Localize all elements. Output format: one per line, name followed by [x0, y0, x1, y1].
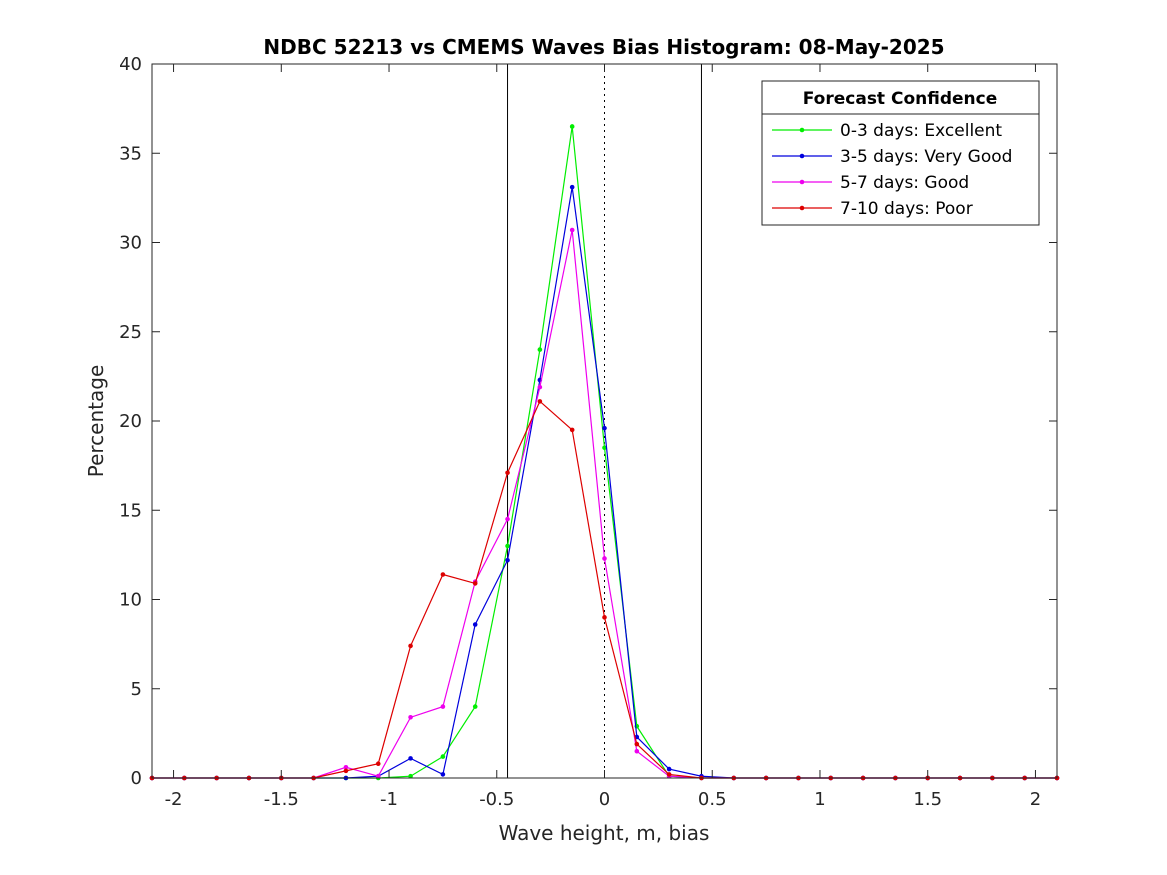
legend-entry-label: 3-5 days: Very Good — [840, 147, 1012, 167]
legend-swatch-marker — [799, 205, 805, 211]
data-point — [602, 556, 607, 561]
data-point — [505, 543, 510, 549]
data-point — [602, 615, 607, 620]
y-axis-label: Percentage — [84, 365, 108, 478]
data-point — [472, 704, 478, 709]
y-tick-label: 5 — [131, 679, 142, 700]
reference-lines — [507, 64, 702, 778]
data-point — [666, 766, 672, 772]
data-point — [375, 773, 381, 779]
data-point — [440, 572, 446, 577]
data-point — [472, 622, 478, 627]
x-tick-label: -1 — [380, 789, 398, 810]
x-tick-label: 0.5 — [698, 789, 727, 810]
legend-entry-label: 5-7 days: Good — [840, 173, 969, 193]
data-point — [602, 425, 607, 431]
legend-entry-label: 7-10 days: Poor — [840, 199, 973, 219]
x-tick-label: -2 — [165, 789, 183, 810]
legend-entries: 0-3 days: Excellent 3-5 days: Very Good 5-… — [772, 121, 1012, 219]
data-point — [472, 581, 478, 586]
data-point — [440, 772, 446, 777]
legend-swatch-marker — [799, 179, 805, 185]
x-tick-label: 1 — [814, 789, 825, 810]
data-point — [666, 772, 672, 777]
y-tick-label: 20 — [119, 411, 142, 432]
data-point — [375, 761, 381, 767]
legend: Forecast Confidence 0-3 days: Excellent 3… — [761, 80, 1040, 226]
data-point — [408, 715, 413, 720]
y-tick-label: 35 — [119, 143, 142, 164]
data-point — [569, 427, 575, 433]
data-point — [440, 704, 446, 709]
data-point — [537, 399, 543, 404]
data-point — [343, 764, 349, 770]
data-point — [505, 516, 510, 522]
data-point — [634, 741, 640, 747]
data-point — [602, 445, 607, 451]
data-point — [634, 748, 640, 754]
data-point — [408, 773, 413, 779]
data-point — [505, 470, 510, 476]
data-point — [343, 768, 349, 774]
x-tick-label: 0 — [599, 789, 610, 810]
data-point — [537, 384, 543, 390]
y-tick-label: 40 — [119, 54, 142, 75]
y-tick-label: 15 — [119, 500, 142, 521]
y-tick-label: 0 — [131, 768, 142, 789]
data-point — [537, 347, 543, 352]
data-point — [440, 754, 446, 759]
chart-title: NDBC 52213 vs CMEMS Waves Bias Histogram… — [263, 35, 944, 59]
x-tick-label: -0.5 — [479, 789, 514, 810]
legend-swatch-marker — [799, 153, 805, 159]
x-tick-label: 1.5 — [913, 789, 942, 810]
y-tick-label: 30 — [119, 233, 142, 254]
x-tick-label: 2 — [1030, 789, 1041, 810]
data-point — [569, 227, 575, 233]
x-tick-label: -1.5 — [264, 789, 299, 810]
x-axis-label: Wave height, m, bias — [499, 821, 710, 845]
y-tick-label: 25 — [119, 322, 142, 343]
legend-title: Forecast Confidence — [803, 89, 998, 109]
data-point — [505, 557, 510, 563]
legend-box — [761, 80, 1040, 226]
y-axis-ticks: 0 5 10 15 20 25 30 35 40 — [119, 54, 1057, 789]
data-point — [569, 124, 575, 129]
y-tick-label: 10 — [119, 590, 142, 611]
legend-swatch-marker — [799, 127, 805, 133]
data-point — [569, 184, 575, 190]
data-point — [408, 643, 413, 649]
data-point — [408, 756, 413, 761]
x-axis-ticks: -2 -1.5 -1 -0.5 0 0.5 1 1.5 2 — [165, 64, 1041, 810]
legend-entry-label: 0-3 days: Excellent — [840, 121, 1002, 141]
